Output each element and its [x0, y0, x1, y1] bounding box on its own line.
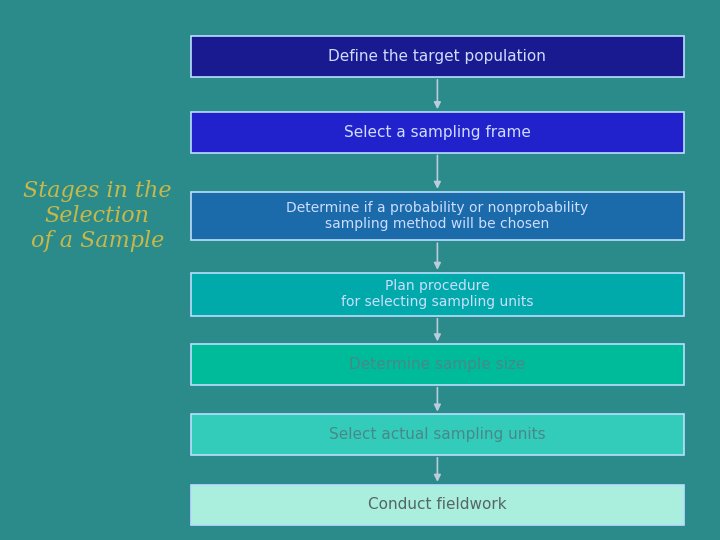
- Bar: [191, 112, 684, 152]
- Text: Conduct fieldwork: Conduct fieldwork: [368, 497, 507, 512]
- Text: Determine if a probability or nonprobability
sampling method will be chosen: Determine if a probability or nonprobabi…: [287, 201, 588, 231]
- Bar: [191, 415, 684, 455]
- Text: Select actual sampling units: Select actual sampling units: [329, 427, 546, 442]
- Text: Select a sampling frame: Select a sampling frame: [344, 125, 531, 140]
- Text: Define the target population: Define the target population: [328, 49, 546, 64]
- Bar: [191, 273, 684, 316]
- Bar: [191, 345, 684, 384]
- Text: Plan procedure
for selecting sampling units: Plan procedure for selecting sampling un…: [341, 279, 534, 309]
- Text: Determine sample size: Determine sample size: [349, 357, 526, 372]
- Bar: [191, 36, 684, 77]
- Bar: [191, 192, 684, 240]
- Bar: [191, 485, 684, 525]
- Text: Stages in the
Selection
of a Sample: Stages in the Selection of a Sample: [23, 180, 171, 252]
